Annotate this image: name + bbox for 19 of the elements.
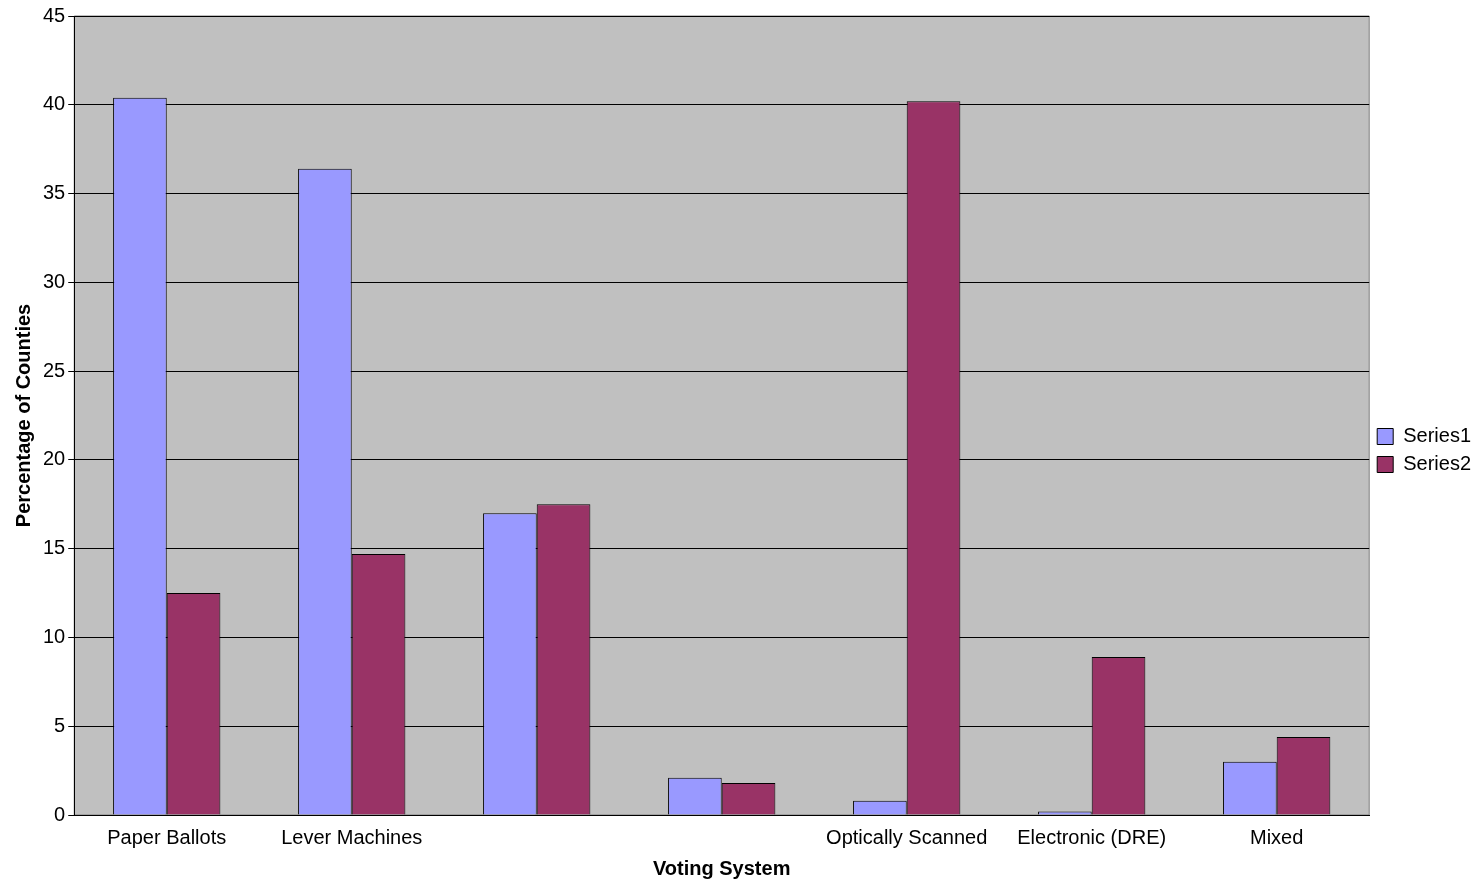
x-tick-label: Lever Machines bbox=[281, 825, 423, 848]
y-tick-label: 5 bbox=[54, 713, 66, 736]
x-axis-title: Voting System bbox=[653, 856, 791, 879]
y-axis-title: Percentage of Counties bbox=[11, 303, 34, 528]
legend-label: Series2 bbox=[1403, 452, 1471, 475]
y-tick-label: 30 bbox=[43, 269, 66, 292]
y-tick-label: 15 bbox=[43, 536, 66, 559]
x-tick-label: Mixed bbox=[1250, 825, 1304, 848]
legend-label: Series1 bbox=[1403, 424, 1471, 447]
y-tick-label: 40 bbox=[43, 92, 66, 115]
x-tick-label: Paper Ballots bbox=[107, 825, 227, 848]
y-tick-label: 25 bbox=[43, 358, 66, 381]
y-tick-label: 35 bbox=[43, 181, 66, 204]
y-tick-label: 10 bbox=[43, 624, 66, 647]
y-tick-label: 20 bbox=[43, 447, 66, 470]
y-tick-label: 45 bbox=[43, 3, 66, 26]
x-tick-label: Electronic (DRE) bbox=[1017, 825, 1167, 848]
y-tick-label: 0 bbox=[54, 802, 66, 825]
x-tick-label: Optically Scanned bbox=[826, 825, 988, 848]
